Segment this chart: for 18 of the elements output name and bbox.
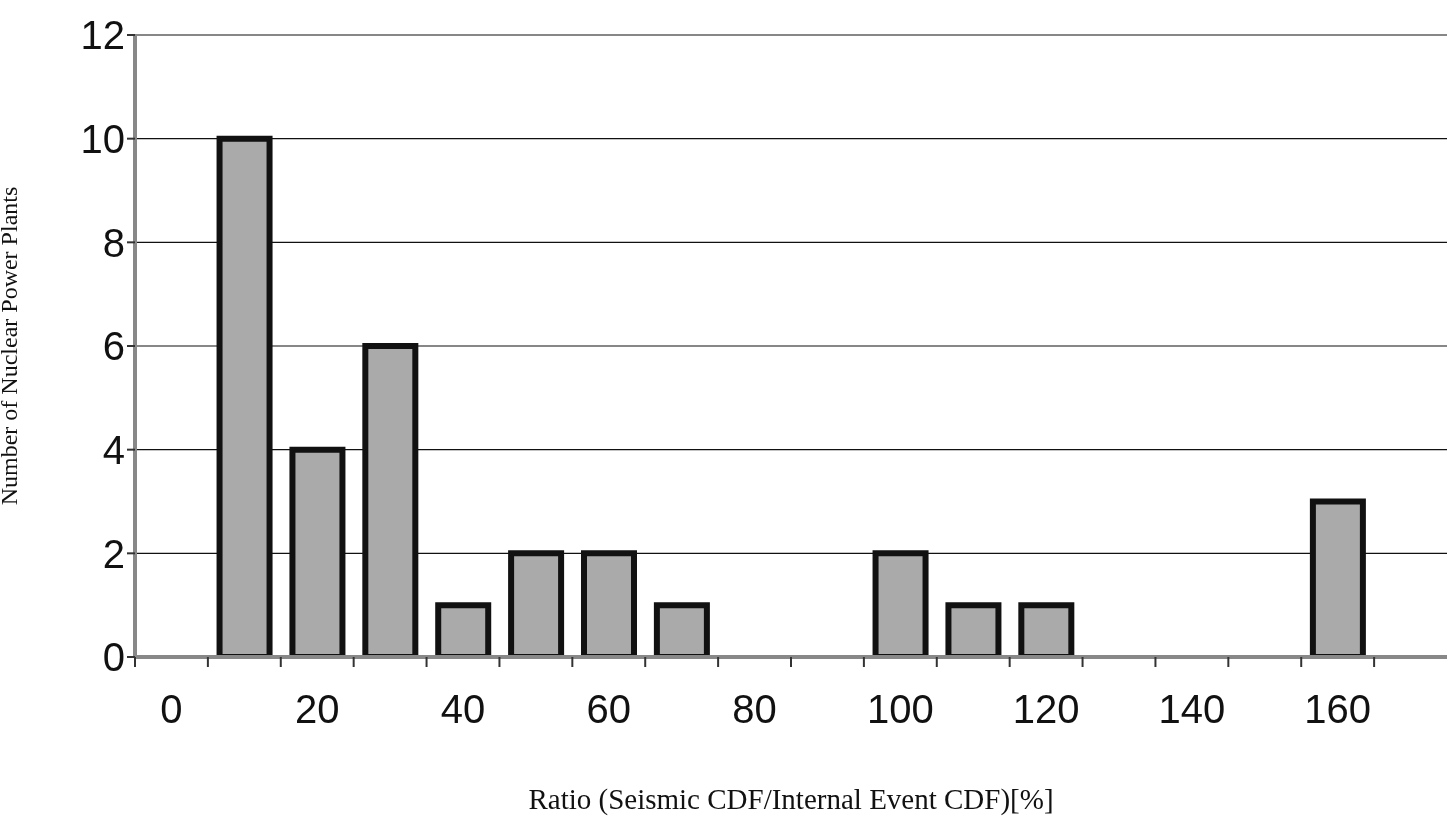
x-tick-label: 60 bbox=[586, 687, 632, 731]
x-tick-label: 20 bbox=[294, 687, 340, 731]
x-tick-label: 40 bbox=[440, 687, 486, 731]
x-tick-label: 140 bbox=[1158, 687, 1226, 731]
x-tick-label: 120 bbox=[1012, 687, 1080, 731]
y-axis-title: Number of Nuclear Power Plants bbox=[0, 186, 22, 506]
x-tick-label: 80 bbox=[732, 687, 777, 731]
y-tick-label: 12 bbox=[80, 13, 125, 58]
y-tick-label: 4 bbox=[102, 427, 125, 472]
x-tick-label: 100 bbox=[866, 687, 934, 731]
y-tick-label: 10 bbox=[80, 116, 125, 161]
x-tick-label: 160 bbox=[1304, 687, 1372, 731]
x-tick-label: 0 bbox=[160, 687, 183, 731]
y-tick-label: 8 bbox=[102, 220, 125, 265]
y-tick-label: 2 bbox=[102, 531, 125, 576]
y-tick-label: 0 bbox=[102, 635, 125, 680]
x-axis-title: Ratio (Seismic CDF/Internal Event CDF)[%] bbox=[528, 783, 1054, 816]
y-tick-label: 6 bbox=[102, 324, 125, 369]
